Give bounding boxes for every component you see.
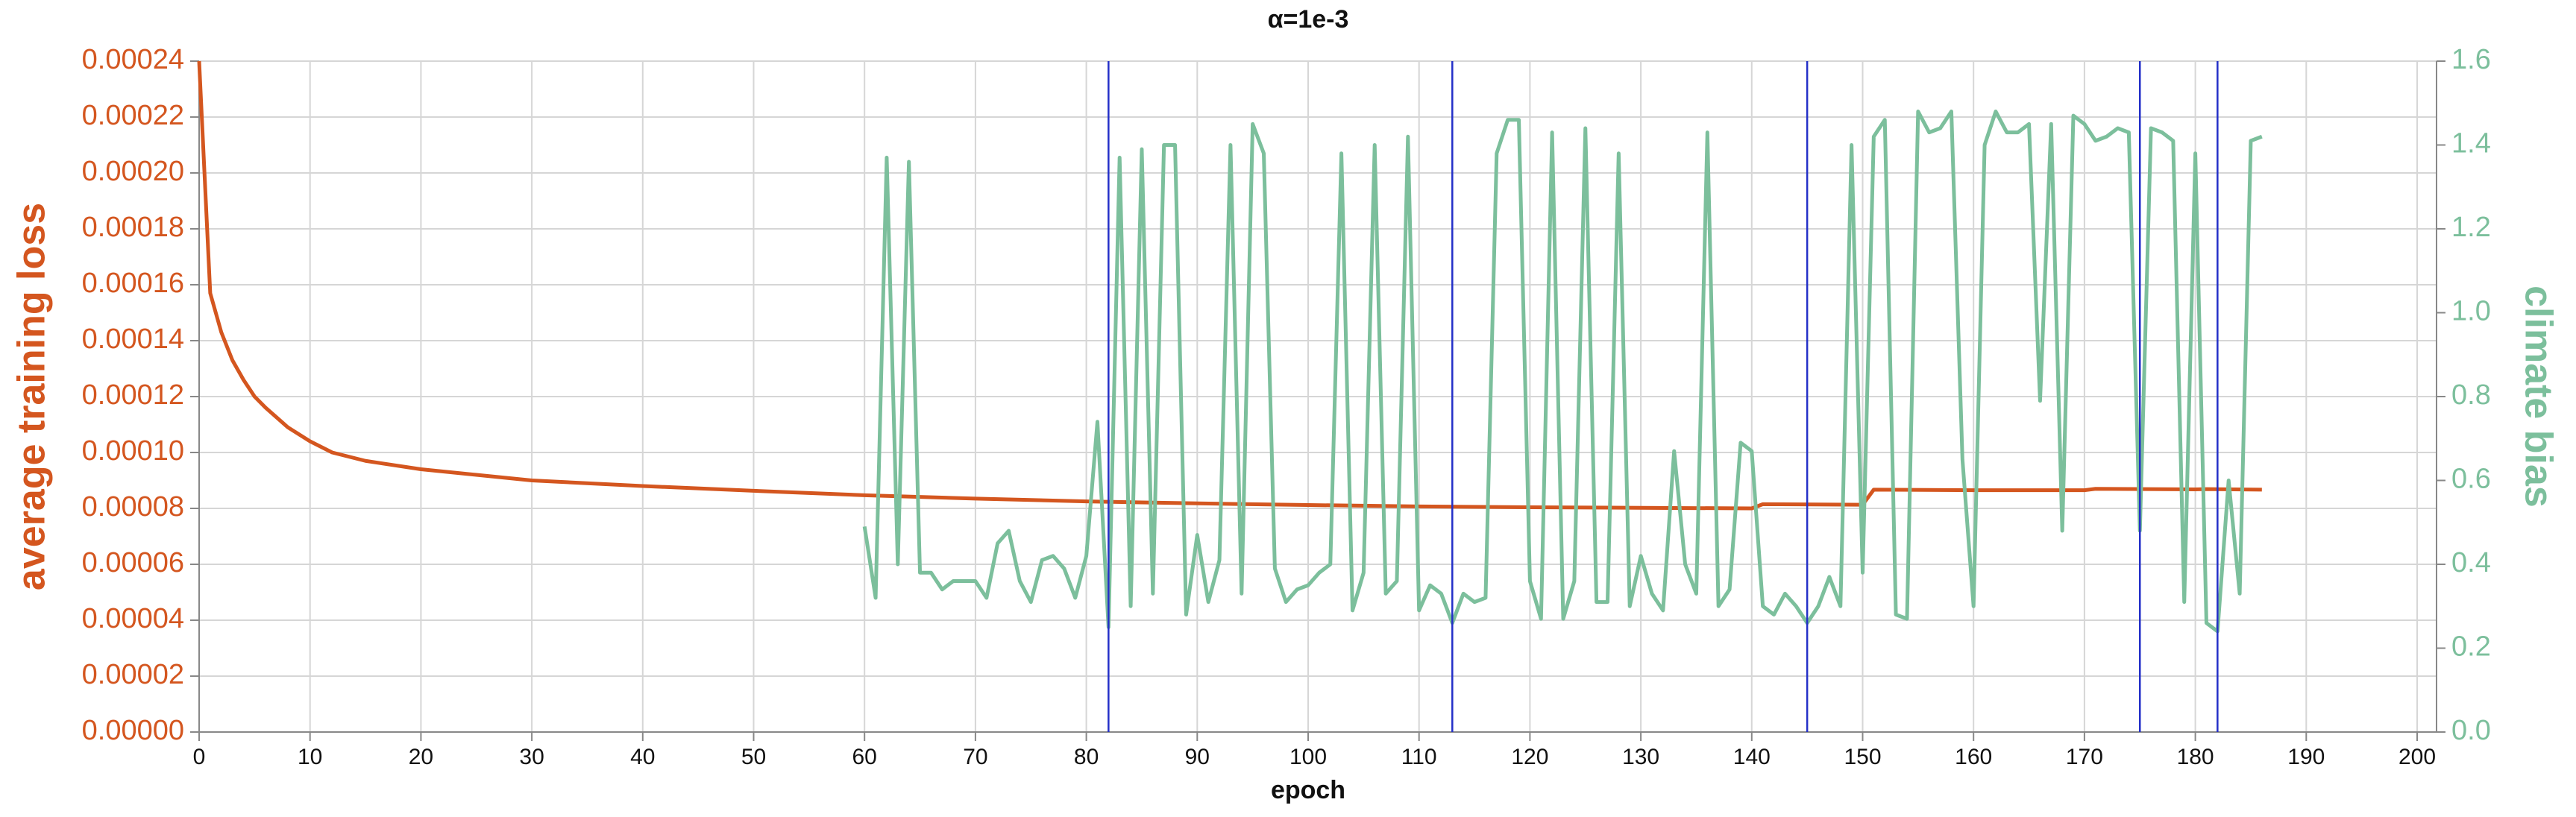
x-tick-label: 30 xyxy=(519,745,544,769)
y-axis-title: average training loss xyxy=(10,203,54,590)
x-tick-label: 140 xyxy=(1733,745,1771,769)
y2-tick-label: 0.6 xyxy=(2451,464,2491,495)
x-tick-label: 120 xyxy=(1511,745,1548,769)
x-tick-label: 90 xyxy=(1185,745,1210,769)
x-tick-label: 190 xyxy=(2287,745,2325,769)
x-tick-label: 160 xyxy=(1955,745,1992,769)
x-tick-label: 10 xyxy=(298,745,322,769)
x-tick-label: 40 xyxy=(630,745,655,769)
x-tick-label: 130 xyxy=(1622,745,1659,769)
y2-tick-label: 0.0 xyxy=(2451,715,2491,746)
y-tick-label: 0.00012 xyxy=(82,379,184,411)
y-tick-label: 0.00014 xyxy=(82,324,184,355)
x-tick-label: 100 xyxy=(1289,745,1327,769)
y-tick-label: 0.00016 xyxy=(82,268,184,299)
y-tick-label: 0.00008 xyxy=(82,491,184,523)
y-tick-label: 0.00022 xyxy=(82,100,184,131)
y-tick-label: 0.00020 xyxy=(82,156,184,187)
x-tick-label: 20 xyxy=(409,745,433,769)
y2-tick-label: 1.4 xyxy=(2451,128,2491,160)
y-tick-label: 0.00018 xyxy=(82,212,184,243)
x-tick-label: 0 xyxy=(193,745,206,769)
y2-tick-label: 0.8 xyxy=(2451,379,2491,411)
x-tick-label: 200 xyxy=(2398,745,2436,769)
y-tick-label: 0.00004 xyxy=(82,603,184,634)
x-tick-label: 70 xyxy=(963,745,987,769)
y-tick-label: 0.00024 xyxy=(82,44,184,75)
x-tick-label: 110 xyxy=(1401,745,1437,769)
x-tick-label: 50 xyxy=(741,745,766,769)
x-tick-label: 170 xyxy=(2066,745,2103,769)
y2-tick-label: 1.2 xyxy=(2451,212,2491,243)
y2-tick-label: 1.6 xyxy=(2451,44,2491,75)
y2-tick-label: 0.4 xyxy=(2451,547,2491,578)
y2-axis-title: climate bias xyxy=(2516,286,2560,508)
chart-title: α=1e-3 xyxy=(1268,5,1349,34)
x-tick-label: 60 xyxy=(852,745,877,769)
x-axis-title: epoch xyxy=(1271,776,1345,804)
y2-tick-label: 1.0 xyxy=(2451,296,2491,327)
y2-tick-label: 0.2 xyxy=(2451,631,2491,663)
series-line xyxy=(197,60,2262,511)
y-tick-label: 0.00006 xyxy=(82,547,184,578)
x-tick-label: 150 xyxy=(1844,745,1881,769)
x-tick-label: 180 xyxy=(2177,745,2214,769)
y-tick-label: 0.00000 xyxy=(82,715,184,746)
x-tick-label: 80 xyxy=(1074,745,1099,769)
series-line xyxy=(862,110,2263,634)
y-tick-label: 0.00010 xyxy=(82,435,184,467)
y-tick-label: 0.00002 xyxy=(82,659,184,690)
